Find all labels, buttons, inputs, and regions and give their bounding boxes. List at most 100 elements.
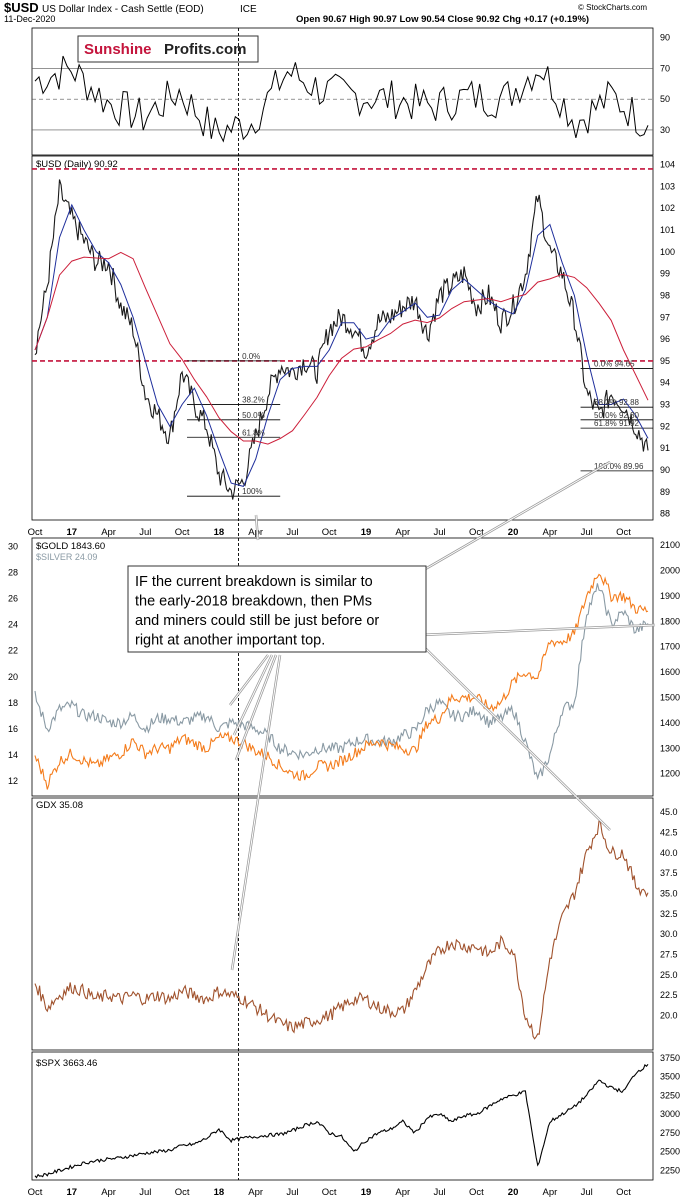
- usd-tick-label: 100: [660, 247, 675, 257]
- gdx-line: [34, 819, 649, 1040]
- x-axis-top-label-jul: Jul: [286, 527, 298, 538]
- usd-tick-label: 104: [660, 160, 675, 170]
- usd-tick-label: 96: [660, 334, 670, 344]
- x-axis-bottom-label-19: 19: [361, 1187, 372, 1198]
- header-quote: Open 90.67 High 90.97 Low 90.54 Close 90…: [296, 14, 589, 25]
- x-axis-bottom-label-jul: Jul: [581, 1187, 593, 1198]
- gdx-tick-label: 20.0: [660, 1010, 678, 1020]
- annotation-line: and miners could still be just before or: [135, 613, 379, 629]
- x-axis-top-label-19: 19: [361, 527, 372, 538]
- header-symbol: $USD: [4, 0, 39, 15]
- x-axis-bottom-label-oct: Oct: [616, 1187, 631, 1198]
- silver-line: [34, 583, 649, 781]
- x-axis-bottom-label-oct: Oct: [469, 1187, 484, 1198]
- fib-2018-label: 61.8%: [242, 428, 265, 437]
- usd-tick-label: 97: [660, 312, 670, 322]
- header-name: US Dollar Index - Cash Settle (EOD): [42, 4, 204, 15]
- spx-tick-label: 3000: [660, 1109, 680, 1119]
- gold-tick-label: 1600: [660, 667, 680, 677]
- spx-tick-label: 2500: [660, 1147, 680, 1157]
- callout-pointer-inner: [235, 654, 277, 761]
- gold-panel-title: $GOLD 1843.60: [36, 541, 105, 552]
- x-axis-top-label-apr: Apr: [395, 527, 410, 538]
- panel-gdx: [31, 797, 654, 1051]
- usd-tick-label: 98: [660, 290, 670, 300]
- silver-panel-title: $SILVER 24.09: [36, 552, 97, 562]
- callout-pointer-inner: [419, 624, 656, 636]
- fib-2018-label: 38.2%: [242, 396, 265, 405]
- header-exchange: ICE: [240, 4, 257, 15]
- spx-tick-label: 2750: [660, 1128, 680, 1138]
- usd-price-line: [34, 179, 649, 500]
- silver-tick-label: 16: [8, 724, 18, 734]
- x-axis-top-label-jul: Jul: [581, 527, 593, 538]
- gdx-panel-title: GDX 35.08: [36, 800, 83, 811]
- silver-tick-label: 18: [8, 698, 18, 708]
- panel-rsi: [31, 27, 654, 156]
- gdx-tick-label: 45.0: [660, 807, 678, 817]
- fib-2020-label: 38.2% 92.88: [594, 398, 639, 407]
- rsi-tick-label: 90: [660, 33, 670, 43]
- gold-tick-label: 1900: [660, 591, 680, 601]
- x-axis-bottom-label-apr: Apr: [101, 1187, 116, 1198]
- fib-2018-label: 100%: [242, 487, 262, 496]
- svg-text:Profits.com: Profits.com: [164, 41, 247, 58]
- x-axis-top-label-oct: Oct: [469, 527, 484, 538]
- fib-2018-label: 0.0%: [242, 352, 260, 361]
- rsi-tick-label: 70: [660, 63, 670, 73]
- x-axis-top-label-apr: Apr: [101, 527, 116, 538]
- spx-tick-label: 3750: [660, 1053, 680, 1063]
- silver-tick-label: 14: [8, 750, 18, 760]
- callout-pointer-inner: [424, 647, 611, 831]
- fib-2018-label: 50.0%: [242, 411, 265, 420]
- fib-2020-label: 50.0% 92.30: [594, 411, 639, 420]
- x-axis-bottom-label-oct: Oct: [322, 1187, 337, 1198]
- callout-pointer-inner: [229, 654, 269, 706]
- x-axis-bottom-label-jul: Jul: [434, 1187, 446, 1198]
- fib-2020-label: 100.0% 89.96: [594, 462, 644, 471]
- usd-tick-label: 89: [660, 487, 670, 497]
- rsi-line: [34, 55, 649, 143]
- x-axis-top-label-oct: Oct: [322, 527, 337, 538]
- fib-2020-label: 0.0% 94.65: [594, 360, 635, 369]
- panel-usd: [31, 155, 654, 521]
- callout-pointer-inner: [414, 461, 611, 576]
- gdx-tick-label: 30.0: [660, 929, 678, 939]
- x-axis-top-label-oct: Oct: [28, 527, 43, 538]
- x-axis-top-label-18: 18: [214, 527, 225, 538]
- x-axis-bottom-label-20: 20: [508, 1187, 519, 1198]
- x-axis-top-label-jul: Jul: [434, 527, 446, 538]
- annotation-line: right at another important top.: [135, 633, 325, 649]
- usd-panel-title: $USD (Daily) 90.92: [36, 159, 118, 170]
- usd-tick-label: 95: [660, 356, 670, 366]
- x-axis-top-label-oct: Oct: [616, 527, 631, 538]
- annotation-line: IF the current breakdown is similar to: [135, 574, 373, 590]
- gold-line: [34, 573, 649, 790]
- callout-pointer-inner: [231, 654, 281, 971]
- x-axis-top-label-20: 20: [508, 527, 519, 538]
- gold-tick-label: 2000: [660, 565, 680, 575]
- x-axis-bottom-label-jul: Jul: [286, 1187, 298, 1198]
- silver-tick-label: 22: [8, 646, 18, 656]
- usd-tick-label: 90: [660, 465, 670, 475]
- sunshine-profits-logo: Sunshine Profits.com: [77, 35, 259, 63]
- gdx-tick-label: 35.0: [660, 889, 678, 899]
- panel-gold-silver: [31, 537, 654, 797]
- gold-tick-label: 1200: [660, 769, 680, 779]
- usd-tick-label: 101: [660, 225, 675, 235]
- usd-tick-label: 102: [660, 203, 675, 213]
- silver-tick-label: 30: [8, 542, 18, 552]
- spx-tick-label: 3250: [660, 1090, 680, 1100]
- gold-tick-label: 2100: [660, 540, 680, 550]
- annotation-box: [127, 565, 427, 653]
- silver-tick-label: 26: [8, 594, 18, 604]
- x-axis-top-label-17: 17: [67, 527, 78, 538]
- x-axis-bottom-label-apr: Apr: [543, 1187, 558, 1198]
- gold-tick-label: 1400: [660, 718, 680, 728]
- gdx-tick-label: 42.5: [660, 828, 678, 838]
- usd-tick-label: 91: [660, 443, 670, 453]
- spx-tick-label: 2250: [660, 1165, 680, 1175]
- spx-line: [34, 1063, 649, 1179]
- gdx-tick-label: 27.5: [660, 949, 678, 959]
